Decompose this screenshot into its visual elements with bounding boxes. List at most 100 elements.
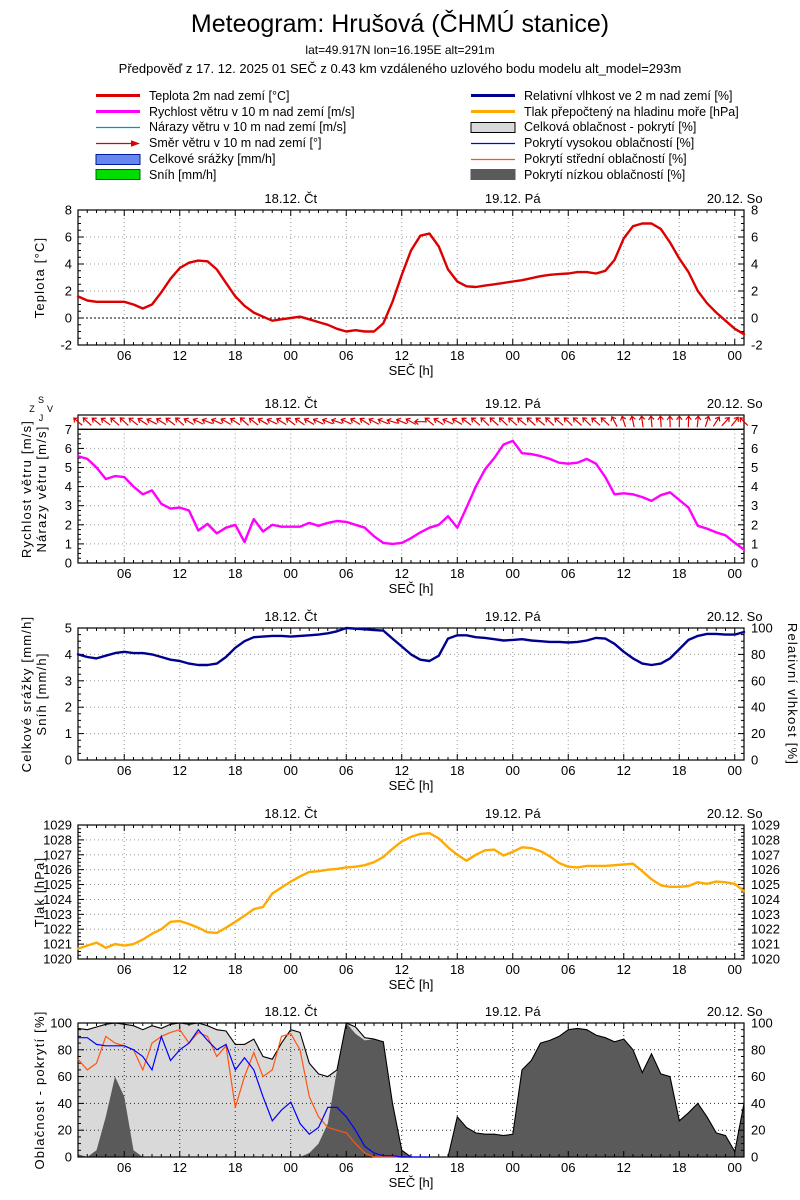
svg-text:12: 12: [395, 763, 409, 778]
svg-text:1027: 1027: [751, 847, 780, 862]
svg-text:4: 4: [751, 257, 758, 272]
axis-ticks: [77, 627, 745, 761]
svg-text:1025: 1025: [751, 877, 780, 892]
svg-text:7: 7: [65, 422, 72, 437]
svg-text:19.12. Pá: 19.12. Pá: [485, 191, 541, 206]
legend-label: Celkové srážky [mm/h]: [149, 152, 276, 167]
svg-text:18: 18: [228, 763, 242, 778]
svg-text:18: 18: [672, 763, 686, 778]
svg-text:06: 06: [117, 348, 131, 363]
legend-label: Relativní vlhkost ve 2 m nad zemí [%]: [524, 88, 733, 103]
svg-text:V: V: [47, 404, 53, 414]
svg-text:6: 6: [65, 441, 72, 456]
svg-text:20: 20: [751, 726, 765, 741]
svg-text:06: 06: [561, 566, 575, 581]
axis-ticks: [77, 428, 745, 564]
gridlines: [78, 429, 744, 563]
svg-text:1028: 1028: [751, 832, 780, 847]
svg-text:1: 1: [65, 726, 72, 741]
svg-text:1026: 1026: [751, 862, 780, 877]
svg-text:S: S: [38, 395, 44, 405]
svg-text:8: 8: [751, 203, 758, 218]
svg-text:20.12. So: 20.12. So: [707, 1004, 763, 1019]
svg-text:0: 0: [751, 753, 758, 768]
svg-text:2: 2: [65, 700, 72, 715]
svg-text:40: 40: [751, 1096, 765, 1111]
wind-gust-line-icon: [96, 126, 140, 129]
svg-text:Teplota [°C]: Teplota [°C]: [32, 237, 47, 319]
svg-text:12: 12: [617, 566, 631, 581]
svg-text:00: 00: [728, 763, 742, 778]
snow-box-icon: [95, 169, 141, 181]
svg-text:1029: 1029: [43, 818, 72, 833]
svg-text:06: 06: [117, 962, 131, 977]
high-cloud-line-icon: [471, 142, 515, 144]
svg-text:SEČ [h]: SEČ [h]: [389, 977, 434, 992]
compass-rose-icon: SZ VJ: [29, 395, 53, 423]
series-0: [76, 832, 746, 950]
subtitle-forecast-info: Předpověď z 17. 12. 2025 01 SEČ z 0.43 k…: [118, 61, 682, 76]
svg-text:3: 3: [751, 498, 758, 513]
svg-text:12: 12: [395, 566, 409, 581]
svg-text:06: 06: [117, 763, 131, 778]
svg-text:18: 18: [450, 763, 464, 778]
svg-text:06: 06: [339, 763, 353, 778]
svg-text:00: 00: [284, 348, 298, 363]
svg-text:SEČ [h]: SEČ [h]: [389, 778, 434, 793]
svg-text:-2: -2: [751, 338, 763, 353]
svg-text:20.12. So: 20.12. So: [707, 806, 763, 821]
svg-text:00: 00: [506, 1160, 520, 1175]
svg-text:12: 12: [617, 962, 631, 977]
svg-text:18.12. Čt: 18.12. Čt: [264, 806, 317, 821]
svg-text:4: 4: [65, 479, 72, 494]
svg-text:SEČ [h]: SEČ [h]: [389, 581, 434, 596]
axis-labels: 06 12 18 00 06 12 18 00 06 12 18 000123450204060801…: [19, 609, 800, 793]
svg-text:06: 06: [117, 1160, 131, 1175]
svg-text:Rychlost větru [m/s]: Rychlost větru [m/s]: [19, 420, 34, 558]
legend-item: Celková oblačnost - pokrytí [%]: [470, 120, 739, 136]
svg-text:60: 60: [58, 1069, 72, 1084]
middle-cloud-line-icon: [471, 158, 515, 160]
legend-item: Nárazy větru v 10 m nad zemí [m/s]: [95, 120, 355, 136]
wind-direction-arrow-icon: [96, 139, 140, 147]
svg-text:60: 60: [751, 1069, 765, 1084]
svg-text:18: 18: [672, 348, 686, 363]
svg-text:3: 3: [65, 673, 72, 688]
pressure-line-icon: [471, 110, 515, 114]
svg-text:2: 2: [65, 284, 72, 299]
svg-text:4: 4: [65, 647, 72, 662]
svg-text:1020: 1020: [43, 952, 72, 967]
svg-text:0: 0: [65, 753, 72, 768]
svg-text:Sníh [mm/h]: Sníh [mm/h]: [34, 652, 49, 735]
temperature-line-icon: [96, 94, 140, 98]
svg-text:06: 06: [339, 1160, 353, 1175]
svg-text:Z: Z: [29, 404, 35, 414]
svg-text:19.12. Pá: 19.12. Pá: [485, 609, 541, 624]
svg-text:2: 2: [65, 517, 72, 532]
legend-item: Pokrytí střední oblačností [%]: [470, 151, 739, 167]
svg-text:0: 0: [65, 556, 72, 571]
plot-border: [77, 209, 745, 346]
svg-text:06: 06: [339, 348, 353, 363]
legend-label: Pokrytí vysokou oblačností [%]: [524, 136, 695, 151]
svg-text:6: 6: [751, 441, 758, 456]
svg-text:1021: 1021: [751, 937, 780, 952]
svg-text:4: 4: [751, 479, 758, 494]
legend-item: Směr větru v 10 m nad zemí [°]: [95, 135, 355, 151]
svg-text:5: 5: [65, 460, 72, 475]
svg-text:Celkové srážky [mm/h]: Celkové srážky [mm/h]: [19, 616, 34, 773]
svg-text:1027: 1027: [43, 847, 72, 862]
axis-ticks: [77, 1022, 745, 1158]
svg-text:00: 00: [284, 1160, 298, 1175]
wind-chart: 06 12 18 00 06 12 18 00 06 12 18 000 01 12 23 34 45 56 67 7…: [19, 395, 763, 596]
svg-text:1023: 1023: [43, 907, 72, 922]
svg-text:0: 0: [65, 1150, 72, 1165]
svg-text:18.12. Čt: 18.12. Čt: [264, 609, 317, 624]
svg-text:18: 18: [228, 348, 242, 363]
svg-text:12: 12: [173, 566, 187, 581]
svg-text:18: 18: [672, 962, 686, 977]
